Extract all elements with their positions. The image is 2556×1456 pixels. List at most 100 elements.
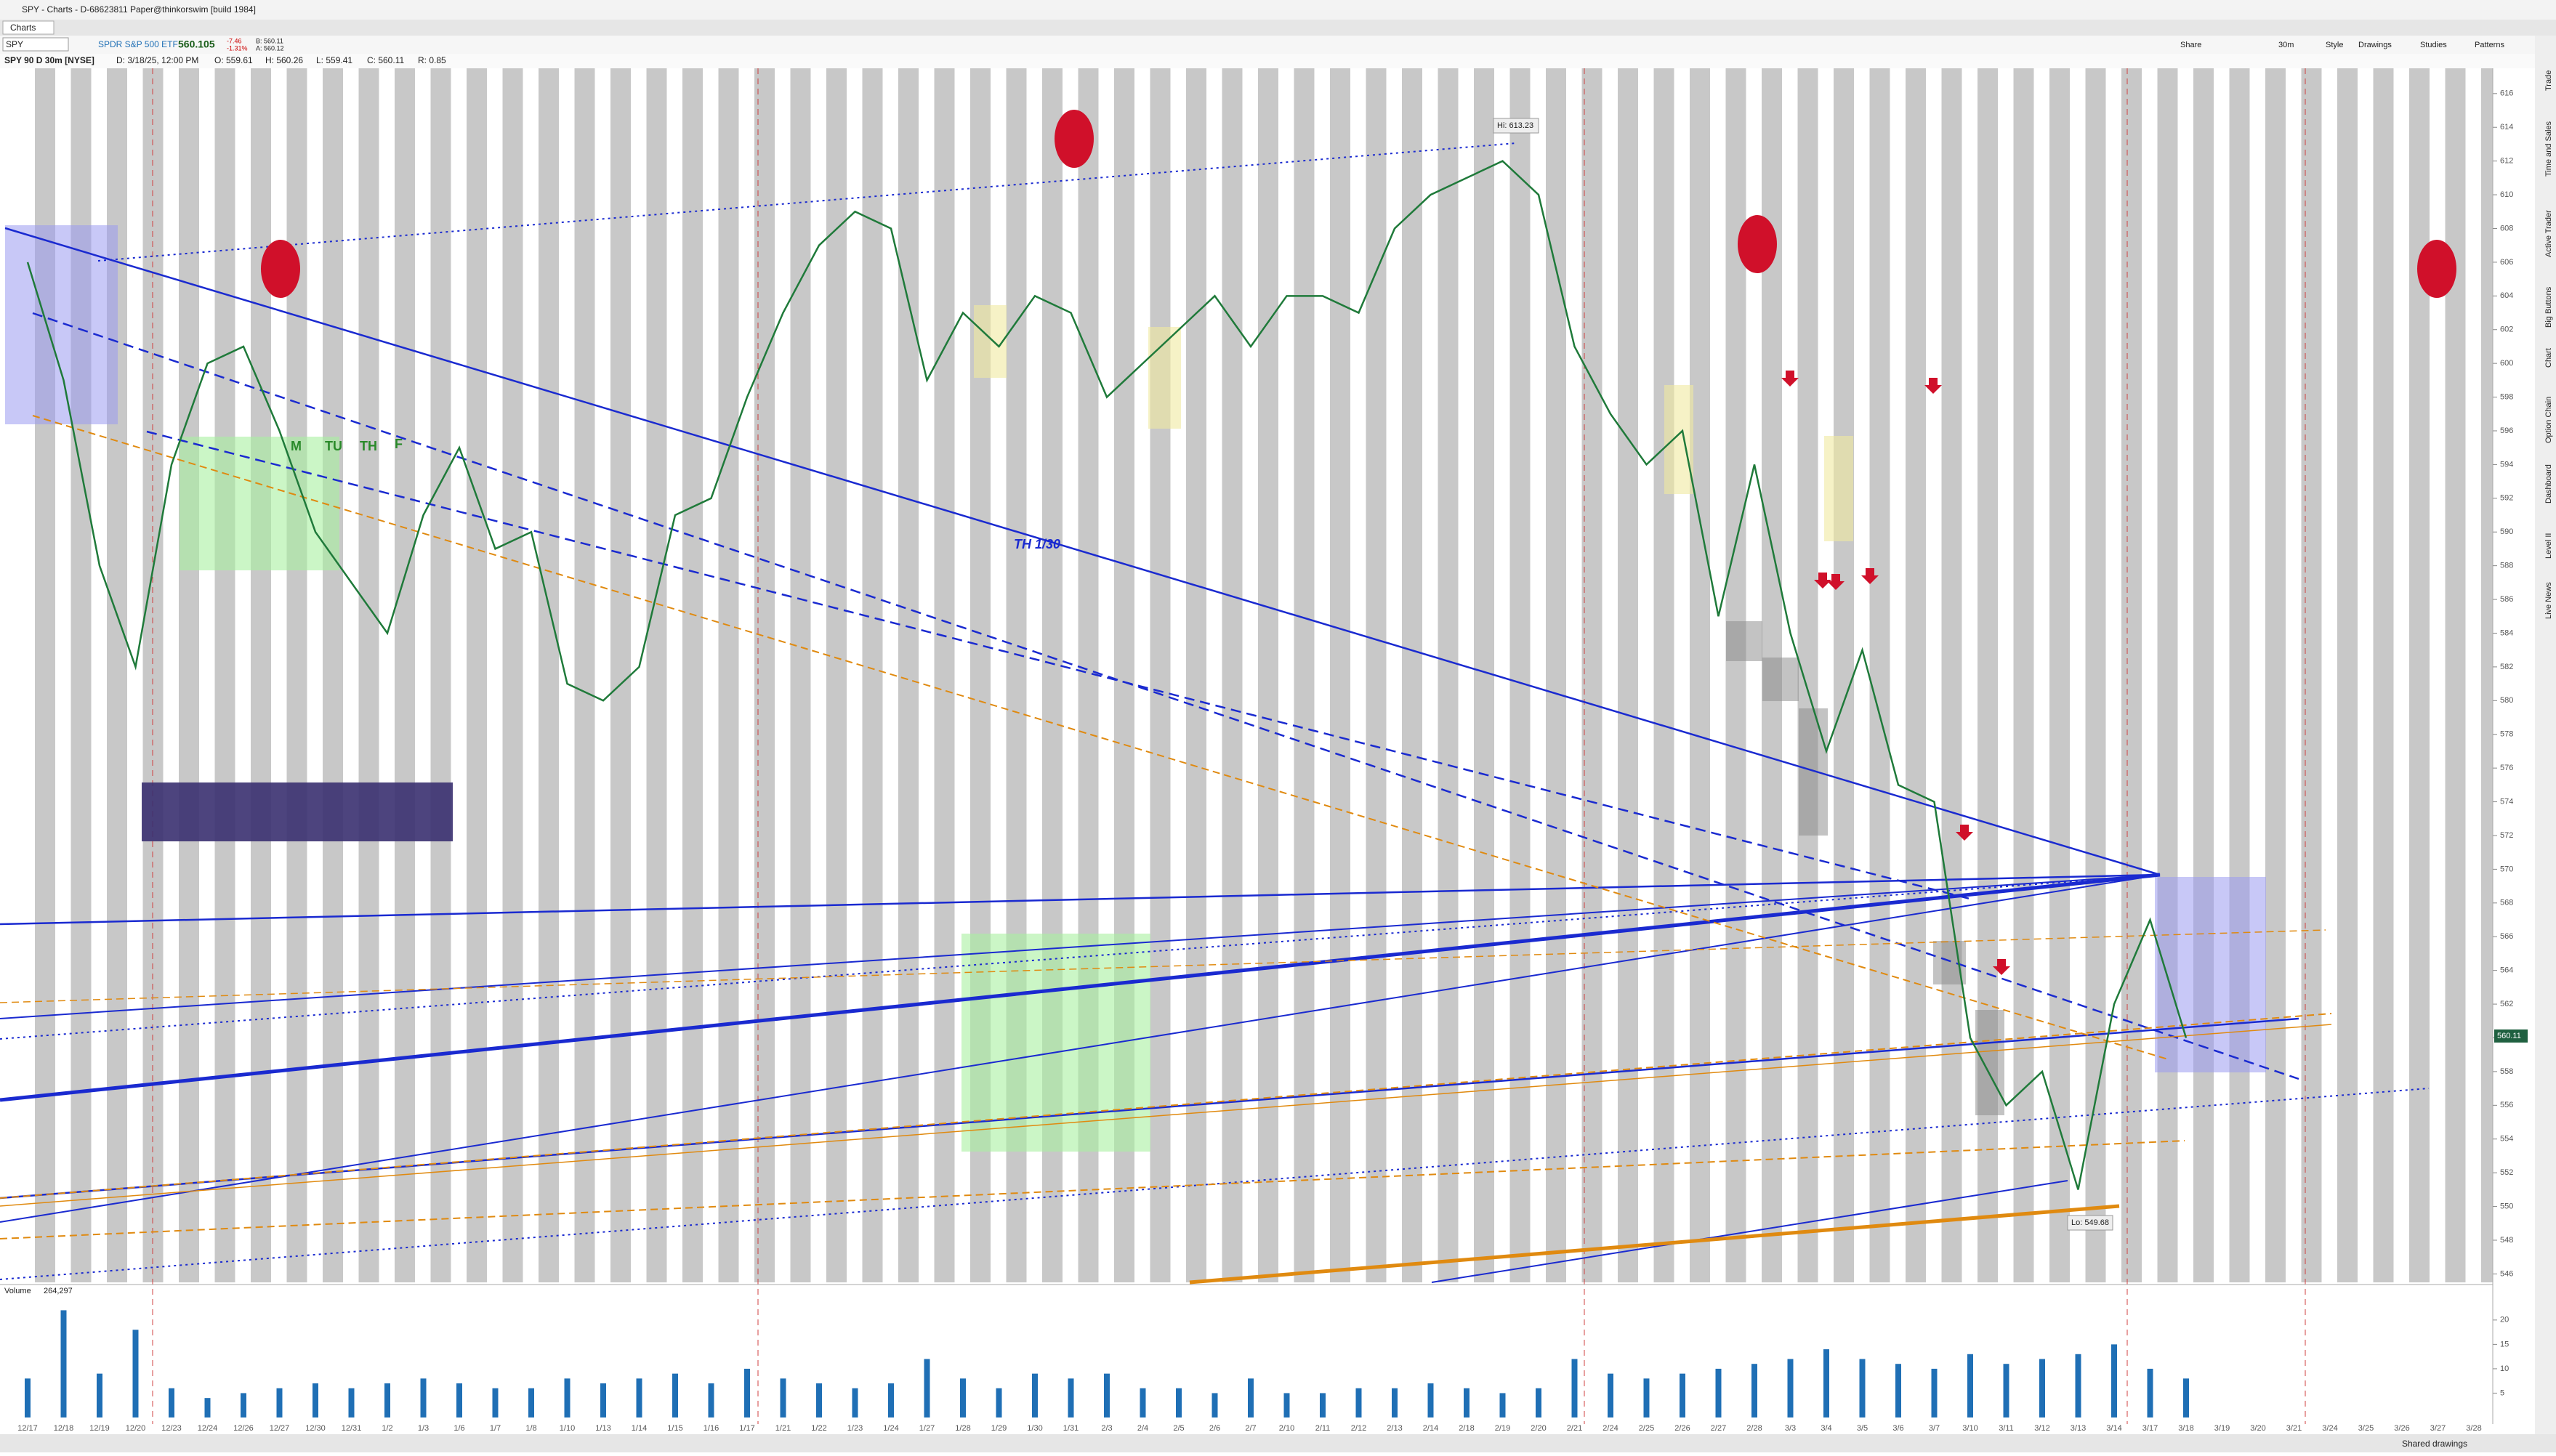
- arrow: [1924, 378, 1942, 394]
- toolbar-button[interactable]: Drawings: [2358, 41, 2392, 49]
- y-tick-label: 570: [2500, 865, 2513, 873]
- x-tick-label: 2/26: [1674, 1424, 1690, 1433]
- volume-bar: [1212, 1393, 1218, 1417]
- x-tick-label: 1/14: [632, 1424, 647, 1433]
- volume-bar: [636, 1378, 642, 1417]
- volume-bar: [1823, 1349, 1829, 1417]
- session-shade: [934, 68, 955, 1282]
- sidebar-tab[interactable]: Chart: [2544, 348, 2553, 368]
- volume-bar: [60, 1310, 67, 1417]
- drawing-box: [1824, 436, 1853, 541]
- x-tick-label: 2/24: [1602, 1424, 1618, 1433]
- x-tick-label: 1/8: [525, 1424, 536, 1433]
- sidebar-tab[interactable]: Active Trader: [2544, 210, 2553, 257]
- session-shade: [430, 68, 451, 1282]
- sidebar-tab[interactable]: Live News: [2544, 582, 2553, 619]
- toolbar-button[interactable]: 30m: [2278, 41, 2294, 49]
- toolbar-button[interactable]: Share: [2180, 41, 2201, 49]
- x-tick-label: 3/17: [2142, 1424, 2158, 1433]
- x-tick-label: 1/22: [811, 1424, 826, 1433]
- session-shade: [1258, 68, 1278, 1282]
- x-tick-label: 2/12: [1351, 1424, 1366, 1433]
- toolbar-button[interactable]: Patterns: [2475, 41, 2504, 49]
- volume-bar: [2075, 1354, 2081, 1417]
- sidebar: [2535, 36, 2556, 1434]
- session-shade: [539, 68, 559, 1282]
- marker-ellipse: [2417, 240, 2456, 298]
- volume-bar: [1248, 1378, 1254, 1417]
- x-tick-label: 2/10: [1279, 1424, 1294, 1433]
- marker-ellipse: [1055, 110, 1094, 168]
- x-tick-label: 3/26: [2394, 1424, 2409, 1433]
- volume-bar: [2003, 1364, 2009, 1417]
- toolbar-button[interactable]: Style: [2326, 41, 2343, 49]
- trendline: [146, 430, 1973, 901]
- marker-ellipse: [1738, 215, 1777, 273]
- session-shade: [1330, 68, 1350, 1282]
- session-shade: [1150, 68, 1171, 1282]
- x-tick-label: 1/7: [490, 1424, 501, 1433]
- x-tick-label: 1/28: [955, 1424, 970, 1433]
- x-tick-label: 3/27: [2430, 1424, 2446, 1433]
- x-tick-label: 2/6: [1209, 1424, 1220, 1433]
- y-tick-label: 554: [2500, 1135, 2513, 1144]
- volume-bar: [2039, 1359, 2045, 1417]
- trendline: [0, 873, 2161, 926]
- volume-bar: [1032, 1373, 1038, 1417]
- volume-bar: [1140, 1388, 1146, 1417]
- x-tick-label: 12/23: [161, 1424, 182, 1433]
- toolbar-button[interactable]: Studies: [2420, 41, 2447, 49]
- volume-bar: [1320, 1393, 1326, 1417]
- drawing-box: [1664, 385, 1693, 494]
- info-open: O: 559.61: [214, 55, 253, 65]
- x-tick-label: 3/3: [1785, 1424, 1796, 1433]
- info-close: C: 560.11: [367, 55, 404, 65]
- y2-tick-label: 5: [2500, 1388, 2504, 1397]
- y-tick-label: 598: [2500, 392, 2513, 401]
- session-shade: [2157, 68, 2178, 1282]
- last-price-label: 560.11: [2497, 1032, 2521, 1040]
- symbol-input[interactable]: [2, 37, 69, 52]
- y-tick-label: 552: [2500, 1168, 2513, 1177]
- tab[interactable]: [2, 20, 55, 35]
- marker-ellipse: [261, 240, 300, 298]
- y-tick-label: 572: [2500, 831, 2513, 840]
- trendline: [0, 1140, 2185, 1239]
- sidebar-tab[interactable]: Level II: [2544, 533, 2553, 559]
- drawing-box: [2155, 877, 2266, 1072]
- session-shade: [2301, 68, 2322, 1282]
- volume-bar: [1895, 1364, 1901, 1417]
- info-range: R: 0.85: [418, 55, 446, 65]
- tab-label[interactable]: Charts: [10, 23, 36, 33]
- x-tick-label: 1/27: [919, 1424, 935, 1433]
- y2-tick-label: 15: [2500, 1340, 2509, 1348]
- volume-bar: [169, 1388, 174, 1417]
- volume-bar: [1571, 1359, 1578, 1417]
- sidebar-tab[interactable]: Dashboard: [2544, 464, 2553, 503]
- trendline: [0, 1013, 2332, 1199]
- trendline: [1189, 1204, 2120, 1285]
- session-shade: [1834, 68, 1854, 1282]
- session-shade: [2121, 68, 2142, 1282]
- volume-bar: [1680, 1373, 1685, 1417]
- session-shade: [1294, 68, 1315, 1282]
- x-tick-label: 1/3: [418, 1424, 429, 1433]
- y-tick-label: 578: [2500, 730, 2513, 739]
- sidebar-tab[interactable]: Trade: [2544, 70, 2553, 91]
- sidebar-tab[interactable]: Time and Sales: [2544, 121, 2553, 177]
- x-tick-label: 2/20: [1531, 1424, 1546, 1433]
- arrow: [1781, 371, 1799, 387]
- x-tick-label: 3/6: [1892, 1424, 1903, 1433]
- x-tick-label: 12/26: [233, 1424, 254, 1433]
- change-pct: -1.31%: [227, 44, 248, 52]
- symbol[interactable]: SPY: [6, 39, 23, 49]
- sidebar-tab[interactable]: Option Chain: [2544, 397, 2553, 443]
- sidebar-tab[interactable]: Big Buttons: [2544, 286, 2553, 328]
- volume-bar: [1499, 1393, 1506, 1417]
- drawing-box: [5, 225, 118, 424]
- volume-bar: [1715, 1368, 1722, 1417]
- arrow: [1956, 825, 1973, 841]
- y-tick-label: 550: [2500, 1202, 2513, 1210]
- info-low: L: 559.41: [316, 55, 352, 65]
